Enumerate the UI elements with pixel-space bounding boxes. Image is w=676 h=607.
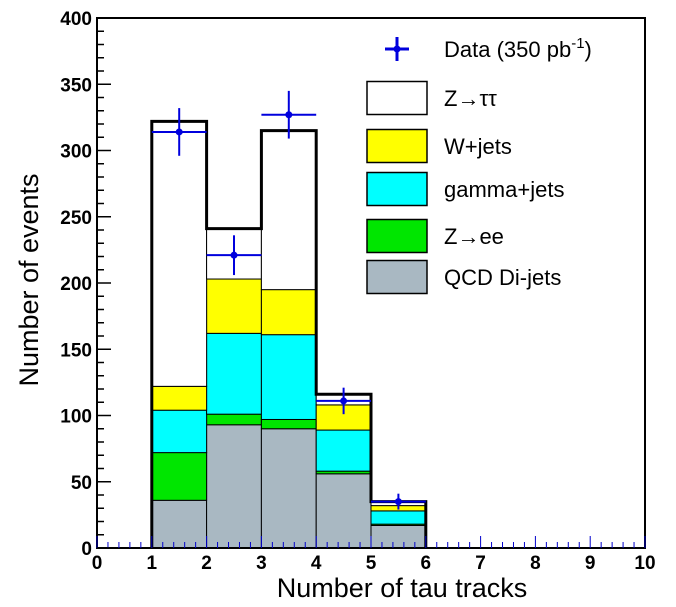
data-point-1 — [230, 251, 238, 259]
y-tick-label: 300 — [60, 142, 92, 163]
bar-series-0-bin-1 — [206, 424, 262, 549]
x-tick-label: 3 — [256, 553, 267, 574]
bar-series-0-bin-4 — [370, 524, 427, 549]
legend-label-0: Z→ττ — [444, 86, 497, 111]
bar-series-1-bin-2 — [260, 418, 317, 430]
x-tick-label: 4 — [311, 553, 322, 574]
y-tick-label: 150 — [60, 340, 92, 361]
x-tick-label: 10 — [634, 553, 655, 574]
bar-series-4-bin-2 — [260, 130, 317, 291]
legend-label-1: W+jets — [444, 134, 512, 159]
legend-swatch-2 — [366, 171, 428, 207]
data-point-3 — [340, 397, 348, 405]
bar-series-2-bin-2 — [260, 334, 317, 420]
bar-series-2-bin-0 — [151, 409, 208, 454]
axes — [96, 17, 646, 549]
histogram-bars — [151, 120, 427, 549]
x-tick-label: 2 — [201, 553, 212, 574]
legend-label-4: QCD Di-jets — [444, 265, 561, 290]
bar-series-0-bin-3 — [315, 473, 372, 549]
legend-label-3: Z→ee — [444, 224, 504, 249]
legend-label-data: Data (350 pb-1) — [444, 35, 592, 62]
y-tick-label: 0 — [81, 539, 92, 560]
x-tick-label: 9 — [585, 553, 596, 574]
data-points — [151, 90, 426, 510]
bar-series-3-bin-2 — [260, 289, 317, 336]
x-tick-label: 7 — [475, 553, 486, 574]
legend: Data (350 pb-1) Z→ττ W+jets gamma+jets Z→ee Q… — [366, 35, 592, 295]
bar-series-4-bin-0 — [151, 120, 208, 387]
legend-swatch-1 — [366, 128, 428, 164]
legend-swatch-3 — [366, 218, 428, 254]
bar-series-1-bin-0 — [151, 452, 208, 501]
bar-series-0-bin-2 — [260, 428, 317, 549]
y-tick-label: 350 — [60, 75, 92, 96]
x-tick-label: 6 — [421, 553, 432, 574]
legend-data-marker-dot — [393, 45, 401, 53]
x-tick-label: 0 — [92, 553, 103, 574]
x-tick-label: 1 — [147, 553, 158, 574]
bar-series-3-bin-1 — [206, 278, 262, 334]
legend-label-2: gamma+jets — [444, 177, 564, 202]
y-axis-title: Number of events — [14, 173, 44, 386]
x-axis-title: Number of tau tracks — [277, 573, 528, 603]
y-tick-label: 50 — [71, 473, 92, 494]
y-tick-label: 250 — [60, 208, 92, 229]
y-tick-label: 400 — [60, 9, 92, 30]
y-tick-label: 200 — [60, 274, 92, 295]
bar-series-3-bin-0 — [151, 385, 208, 411]
y-tick-label: 100 — [60, 407, 92, 428]
legend-swatch-4 — [366, 259, 428, 295]
data-point-2 — [285, 111, 293, 119]
bar-series-2-bin-4 — [370, 510, 427, 525]
bar-series-2-bin-1 — [206, 332, 262, 415]
bar-series-1-bin-1 — [206, 413, 262, 426]
data-point-4 — [394, 498, 402, 506]
x-tick-label: 5 — [366, 553, 377, 574]
x-tick-label: 8 — [530, 553, 541, 574]
legend-swatch-0 — [366, 80, 428, 116]
bar-series-2-bin-3 — [315, 429, 372, 472]
data-point-0 — [175, 128, 183, 136]
bar-series-0-bin-0 — [151, 499, 208, 549]
